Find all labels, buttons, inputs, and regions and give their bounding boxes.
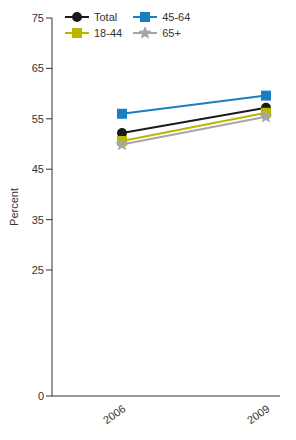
svg-text:45: 45 — [32, 163, 44, 175]
svg-text:Percent: Percent — [8, 188, 20, 226]
svg-text:0: 0 — [38, 390, 44, 402]
html-text:65+: 65+ — [162, 27, 181, 39]
html-text:18-44: 18-44 — [94, 27, 123, 39]
svg-text:2009: 2009 — [245, 402, 272, 426]
svg-text:65: 65 — [32, 62, 44, 74]
html-text:45-64: 45-64 — [162, 11, 191, 23]
svg-text:25: 25 — [32, 264, 44, 276]
svg-text:75: 75 — [32, 12, 44, 24]
html-text:Total: Total — [94, 11, 118, 23]
svg-text:2006: 2006 — [101, 402, 128, 426]
svg-text:35: 35 — [32, 214, 44, 226]
svg-text:55: 55 — [32, 113, 44, 125]
